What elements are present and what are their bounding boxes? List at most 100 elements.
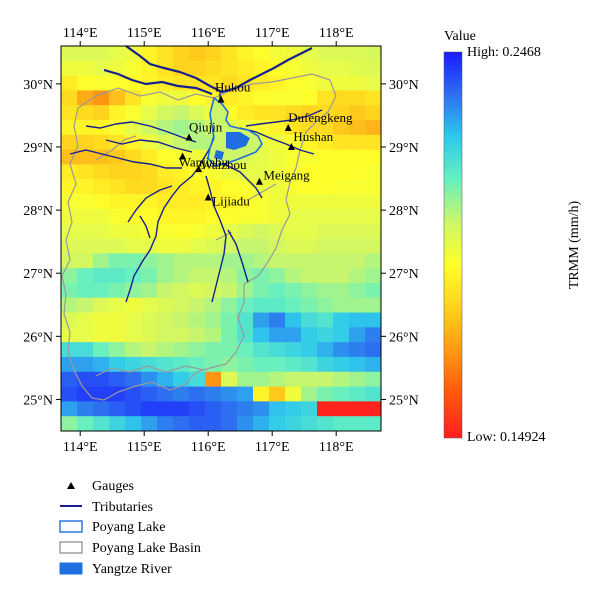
raster-cell [173,120,190,136]
raster-cell [349,208,366,225]
gauge-waizhou-marker [195,165,203,173]
raster-cell [61,164,78,180]
raster-cell [125,253,142,269]
raster-cell [77,268,94,284]
raster-cell [157,416,174,431]
raster-cell [221,327,238,343]
raster-cell [221,46,238,62]
legend-label-tributaries: Tributaries [92,500,153,515]
raster-cell [93,416,110,431]
raster-cell [285,371,302,388]
raster-cell [157,238,174,254]
raster-cell [301,416,318,431]
raster-cell [205,223,222,240]
raster-cell [301,342,318,358]
raster-cell [157,46,174,62]
raster-cell [77,238,94,254]
raster-cell [285,327,302,343]
raster-cell [189,194,206,210]
raster-cell [221,194,238,210]
raster-cell [285,401,302,417]
lon-tick-label-bottom: 117°E [255,440,290,455]
raster-cell [189,60,206,77]
raster-cell [141,164,158,180]
raster-cell [109,371,126,388]
raster-cell [189,90,206,106]
ganjiang-west-branch [127,185,173,223]
raster-cell [269,342,286,358]
raster-cell [349,90,366,106]
raster-cell [77,208,94,225]
raster-cell [61,60,78,77]
lat-tick-label-right: 30°N [389,78,419,93]
raster-cell [301,386,318,402]
raster-cell [349,179,366,195]
raster-cell [333,401,350,417]
raster-cell [333,416,350,431]
raster-cell [157,401,174,417]
raster-cell [301,297,318,314]
raster-cell [93,282,110,299]
raster-cell [77,134,94,151]
raster-cell [205,297,222,314]
raster-cell [269,208,286,225]
raster-cell [365,342,381,358]
raster-cell [349,105,366,121]
raster-cell [221,208,238,225]
raster-cell [157,208,174,225]
raster-cell [77,194,94,210]
raster-cell [141,342,158,358]
raster-cell [349,120,366,136]
raster-cell [349,223,366,240]
raster-cell [157,327,174,343]
raster-cell [301,327,318,343]
raster-cell [301,371,318,388]
raster-cell [237,327,254,343]
lat-tick-label-right: 25°N [389,393,419,408]
raster-cell [365,268,381,284]
lat-tick-label-right: 28°N [389,204,419,219]
raster-cell [141,356,158,373]
raster-cell [93,356,110,373]
raster-cell [253,297,270,314]
raster-cell [125,164,142,180]
raster-cell [157,223,174,240]
raster-cell [77,75,94,92]
raster-cell [61,120,78,136]
raster-cell [349,386,366,402]
raster-cell [93,60,110,77]
raster-cell [365,105,381,121]
raster-cell [237,253,254,269]
raster-cell [333,282,350,299]
raster-cell [285,164,302,180]
raster-cell [93,371,110,388]
raster-cell [61,90,78,106]
raster-cell [301,179,318,195]
legend-label-yangtze: Yangtze River [92,562,172,577]
raster-cell [141,312,158,328]
raster-cell [317,297,334,314]
lon-tick-label-bottom: 116°E [191,440,226,455]
raster-cell [333,356,350,373]
raster-cell [349,342,366,358]
raster-cell [253,312,270,328]
gauge-lijiadu-marker [204,193,212,201]
raster-cell [253,208,270,225]
raster-cell [189,164,206,180]
raster-cell [205,312,222,328]
raster-cell [301,46,318,62]
tributaries [69,92,323,303]
raster-cell [349,134,366,151]
raster-cell [317,371,334,388]
raster-cell [157,194,174,210]
raster-cell [173,416,190,431]
raster-cell [61,297,78,314]
raster-cell [157,386,174,402]
raster-cell [349,75,366,92]
raster-cell [301,282,318,299]
gauge-hukou-marker [217,95,225,103]
raster-cell [333,120,350,136]
raster-cell [269,46,286,62]
raster-cell [285,268,302,284]
raster-cell [141,90,158,106]
